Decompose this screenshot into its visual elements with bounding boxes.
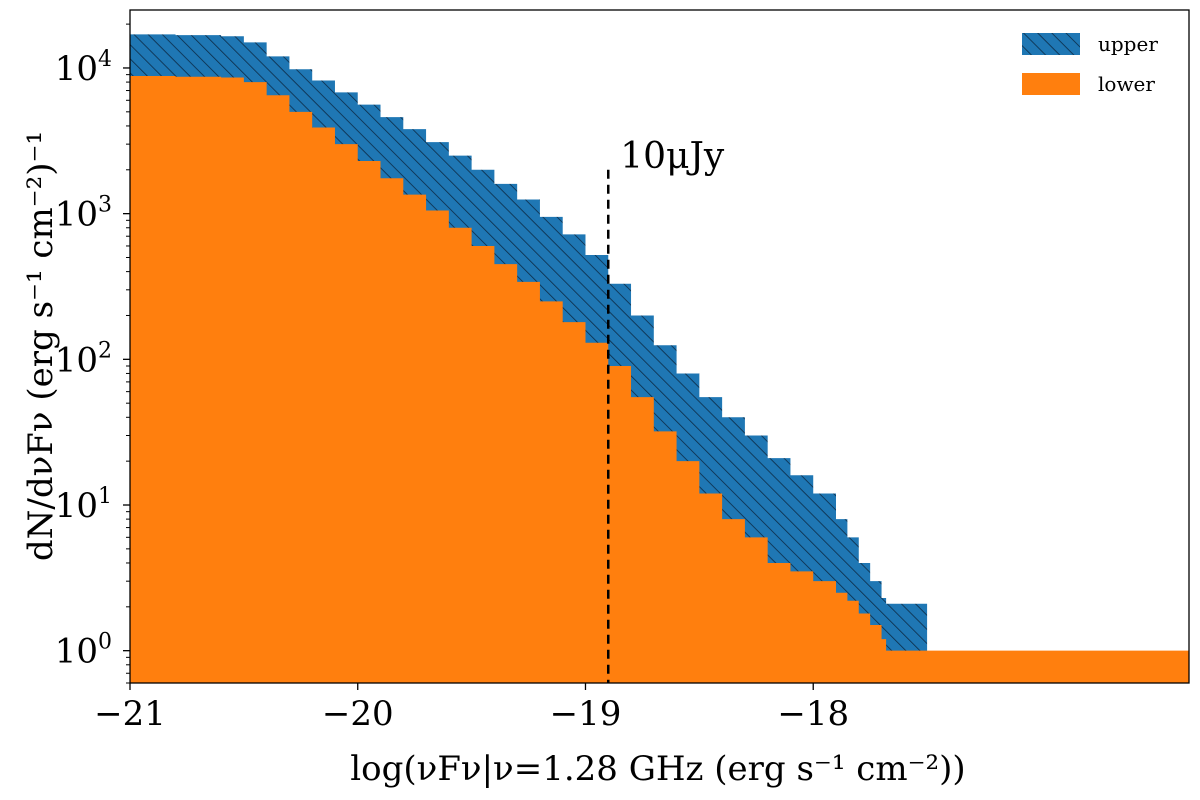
x-axis: −21 −20 −19 −18 [94,683,849,734]
y-tick-label: 104 [55,47,112,89]
y-tick-label: 100 [55,630,112,672]
x-axis-label: log(νFν|ν=1.28 GHz (erg s⁻¹ cm⁻²)) [350,749,965,789]
legend: upper lower [1022,32,1158,96]
annotations: 10μJy [607,136,725,683]
y-axis: 100 101 102 103 104 [55,23,130,684]
legend-swatch-upper [1022,33,1080,55]
plot-frame [129,9,1190,684]
x-tick-label: −18 [777,694,849,734]
y-tick-label: 102 [55,338,112,380]
y-tick-label: 103 [55,193,112,235]
x-tick-label: −20 [322,694,394,734]
legend-swatch-lower [1022,73,1080,95]
series-area-lower [130,76,1189,683]
x-tick-label: −19 [550,694,622,734]
x-tick-label: −21 [94,694,166,734]
y-tick-label: 101 [55,484,112,526]
annotation-label: 10μJy [620,136,725,177]
y-axis-label: dN/dνFν (erg s⁻¹ cm⁻²)⁻¹ [21,131,61,561]
plot-area [130,34,1189,683]
legend-label-lower: lower [1098,72,1155,96]
legend-label-upper: upper [1098,32,1158,56]
